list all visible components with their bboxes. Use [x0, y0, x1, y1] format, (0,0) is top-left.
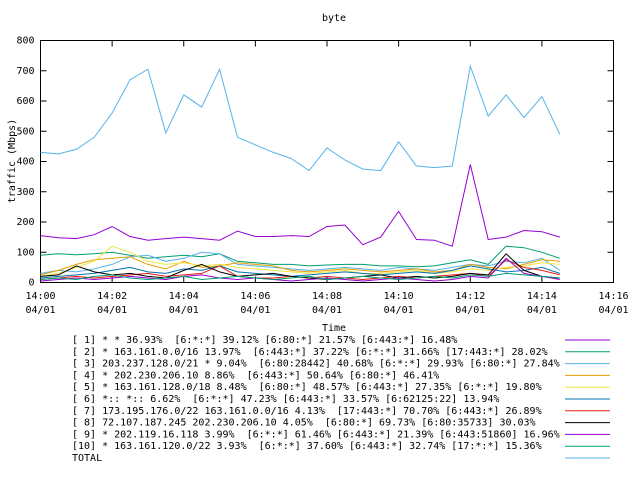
series-line: [40, 164, 560, 247]
legend-label: [ 7] 173.195.176.0/22 163.161.0.0/16 4.1…: [72, 406, 542, 417]
legend-label: [ 6] *:: *:: 6.62% [6:*:*] 47.23% [6:443…: [72, 394, 499, 405]
x-tick-label: 14:00 04/01: [25, 291, 55, 316]
x-tick-label: 14:08 04/01: [312, 291, 342, 316]
x-tick-label: 14:06 04/01: [240, 291, 270, 316]
chart-title: byte: [322, 13, 346, 24]
legend-label: [ 9] * 202.119.16.118 3.99% [6:*:*] 61.4…: [72, 429, 560, 440]
series-line: [40, 272, 560, 281]
x-axis-label: Time: [322, 323, 346, 334]
x-tick-label: 14:12 04/01: [455, 291, 485, 316]
x-tick-label: 14:16 04/01: [598, 291, 628, 316]
y-tick-label: 600: [16, 96, 34, 107]
y-axis-label: traffic (Mbps): [7, 119, 18, 203]
y-tick-label: 0: [28, 278, 34, 289]
series-line: [40, 64, 561, 172]
series-line: [40, 265, 560, 279]
y-tick-label: 800: [16, 36, 34, 47]
x-tick-label: 14:10 04/01: [384, 291, 414, 316]
legend-label: [ 4] * 202.230.206.10 8.86% [6:443:*] 50…: [72, 370, 439, 381]
x-tick-label: 14:14 04/01: [527, 291, 557, 316]
legend-label: [ 3] 203.237.128.0/21 * 9.04% [6:80:2844…: [72, 359, 560, 370]
y-tick-label: 400: [16, 157, 34, 168]
series-line: [40, 257, 560, 282]
y-tick-label: 500: [16, 126, 34, 137]
x-tick-label: 14:02 04/01: [97, 291, 127, 316]
y-tick-label: 700: [16, 66, 34, 77]
y-tick-label: 100: [16, 247, 34, 258]
legend-label: [ 1] * * 36.93% [6:*:*] 39.12% [6:80:*] …: [72, 335, 457, 346]
series-line: [40, 245, 560, 277]
y-tick-label: 300: [16, 187, 34, 198]
x-tick-label: 14:04 04/01: [169, 291, 199, 316]
legend-label: [ 5] * 163.161.128.0/18 8.48% [6:80:*] 4…: [72, 382, 542, 393]
y-tick-label: 200: [16, 217, 34, 228]
series-line: [40, 245, 560, 268]
legend-label: [10] * 163.161.120.0/22 3.93% [6:*:*] 37…: [72, 441, 542, 452]
legend-label: [ 8] 72.107.187.245 202.230.206.10 4.05%…: [72, 418, 536, 429]
legend-label: [ 2] * 163.161.0.0/16 13.97% [6:443:*] 3…: [72, 347, 548, 358]
legend-label: TOTAL: [72, 453, 102, 464]
series-line: [40, 256, 560, 276]
